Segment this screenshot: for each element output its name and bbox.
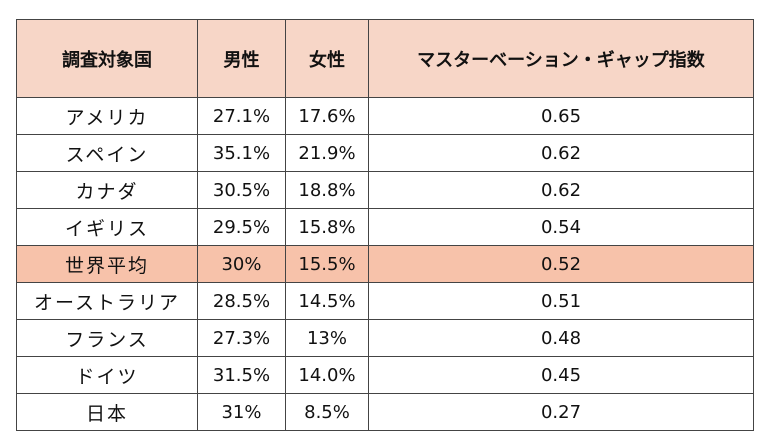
header-country: 調査対象国: [16, 19, 198, 98]
header-gap-index: マスターベーション・ギャップ指数: [368, 19, 754, 98]
cell-gap-index: 0.45: [368, 356, 754, 394]
cell-female: 15.5%: [285, 245, 369, 283]
cell-female: 15.8%: [285, 208, 369, 246]
cell-male: 30%: [197, 245, 286, 283]
cell-gap-index: 0.62: [368, 171, 754, 209]
cell-male: 30.5%: [197, 171, 286, 209]
cell-female: 21.9%: [285, 134, 369, 172]
header-female: 女性: [285, 19, 369, 98]
cell-country: スペイン: [16, 134, 198, 172]
cell-gap-index: 0.62: [368, 134, 754, 172]
table-body: アメリカ 27.1% 17.6% 0.65 スペイン 35.1% 21.9% 0.62 カナダ 3…: [16, 97, 754, 431]
cell-male: 35.1%: [197, 134, 286, 172]
cell-gap-index: 0.65: [368, 97, 754, 135]
table-row: オーストラリア 28.5% 14.5% 0.51: [16, 282, 754, 320]
cell-country: 世界平均: [16, 245, 198, 283]
cell-country: オーストラリア: [16, 282, 198, 320]
cell-male: 27.1%: [197, 97, 286, 135]
cell-female: 14.0%: [285, 356, 369, 394]
cell-country: ドイツ: [16, 356, 198, 394]
table-row: フランス 27.3% 13% 0.48: [16, 319, 754, 357]
cell-gap-index: 0.51: [368, 282, 754, 320]
cell-female: 17.6%: [285, 97, 369, 135]
table-row: イギリス 29.5% 15.8% 0.54: [16, 208, 754, 246]
cell-female: 14.5%: [285, 282, 369, 320]
cell-male: 31.5%: [197, 356, 286, 394]
cell-country: アメリカ: [16, 97, 198, 135]
cell-female: 8.5%: [285, 393, 369, 431]
cell-gap-index: 0.52: [368, 245, 754, 283]
cell-gap-index: 0.54: [368, 208, 754, 246]
data-table: 調査対象国 男性 女性 マスターベーション・ギャップ指数 アメリカ 27.1% 17…: [16, 19, 754, 431]
table-row: 日本 31% 8.5% 0.27: [16, 393, 754, 431]
header-male: 男性: [197, 19, 286, 98]
cell-gap-index: 0.48: [368, 319, 754, 357]
table-row: カナダ 30.5% 18.8% 0.62: [16, 171, 754, 209]
header-row: 調査対象国 男性 女性 マスターベーション・ギャップ指数: [16, 19, 754, 98]
cell-country: イギリス: [16, 208, 198, 246]
table-row: スペイン 35.1% 21.9% 0.62: [16, 134, 754, 172]
cell-female: 13%: [285, 319, 369, 357]
table-row: ドイツ 31.5% 14.0% 0.45: [16, 356, 754, 394]
cell-male: 29.5%: [197, 208, 286, 246]
cell-country: 日本: [16, 393, 198, 431]
cell-female: 18.8%: [285, 171, 369, 209]
cell-male: 31%: [197, 393, 286, 431]
cell-country: フランス: [16, 319, 198, 357]
table-row-highlight: 世界平均 30% 15.5% 0.52: [16, 245, 754, 283]
table-row: アメリカ 27.1% 17.6% 0.65: [16, 97, 754, 135]
table-header: 調査対象国 男性 女性 マスターベーション・ギャップ指数: [16, 19, 754, 98]
cell-male: 28.5%: [197, 282, 286, 320]
cell-male: 27.3%: [197, 319, 286, 357]
cell-gap-index: 0.27: [368, 393, 754, 431]
cell-country: カナダ: [16, 171, 198, 209]
